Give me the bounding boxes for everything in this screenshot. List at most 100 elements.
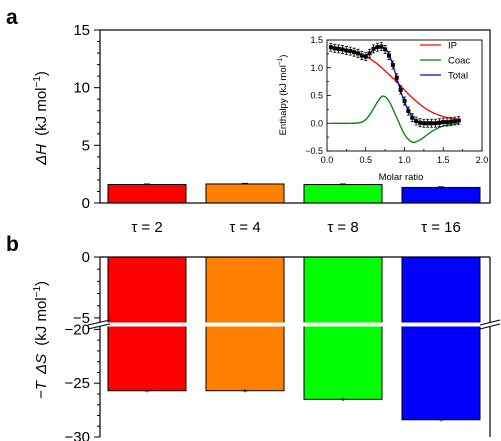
inset-xtick-label: 0.5 — [359, 155, 372, 165]
panel-b-errorbar-3 — [340, 397, 346, 401]
inset-legend-label-total: Total — [448, 71, 468, 82]
panel-b-bar-4 — [401, 256, 481, 421]
panel-b-frame — [99, 256, 491, 437]
inset-point — [332, 46, 337, 51]
panel-b-ylabel-close: ) — [33, 281, 50, 286]
axis-break-right-lower — [479, 323, 501, 330]
panel-b-ylabel-exp: −1 — [32, 286, 43, 298]
inset-ylabel-text: Enthalpy (kJ mol — [278, 65, 289, 135]
inset-point — [410, 115, 415, 120]
panel-b-ylabel-units: (kJ mol — [33, 297, 50, 345]
panel-b-ylabel-symbol: ΔS — [33, 354, 50, 375]
panel-b-ylabel-prefix: −T — [33, 379, 50, 399]
inset-point — [387, 53, 391, 58]
inset-ytick-label: 0.5 — [310, 91, 323, 101]
inset-point — [441, 120, 446, 125]
inset-ylabel-exp: −1 — [277, 57, 284, 65]
axis-break-right-upper — [479, 319, 501, 326]
panel-b-ytick-label: −30 — [65, 429, 90, 441]
tau-label-1: τ = 2 — [131, 219, 162, 236]
inset-ytick-label: 1.0 — [310, 63, 323, 73]
inset-data-points — [328, 42, 461, 128]
inset-point — [437, 120, 442, 125]
panel-b-plot: 0 −5−20 −25 −30 −T ΔS (kJ mol−1) — [32, 249, 501, 441]
panel-b-label: b — [6, 233, 19, 256]
panel-a-bar-4 — [401, 186, 481, 204]
inset-point — [340, 47, 345, 52]
panel-b-ylabel: −T ΔS (kJ mol−1) — [32, 281, 50, 399]
inset-point — [421, 121, 426, 126]
inset-point — [449, 119, 453, 124]
panel-b-ytick-label: −25 — [65, 375, 90, 392]
inset-ytick-label: 0.0 — [310, 118, 323, 128]
panel-a-ylabel-close: ) — [33, 71, 50, 76]
panel-a-tau-labels: τ = 2 τ = 4 τ = 8 τ = 16 — [131, 219, 461, 236]
panel-b-ytick-label: −5 — [73, 310, 90, 327]
inset-point — [348, 49, 353, 54]
panel-b-yticks — [94, 256, 100, 438]
inset-point — [371, 46, 376, 51]
inset-point — [336, 46, 341, 51]
inset-point — [379, 44, 384, 49]
inset-frame — [326, 39, 483, 152]
inset-point — [390, 62, 395, 67]
panel-b-errorbar-2 — [242, 389, 248, 393]
inset-point — [328, 45, 333, 50]
inset-legend-label-ip: IP — [448, 41, 457, 52]
panel-b-errorbars — [144, 389, 444, 422]
inset-point — [363, 54, 368, 59]
inset-ylabel: Enthalpy (kJ mol−1) — [277, 55, 289, 136]
panel-b-axis-break-band — [88, 322, 501, 327]
inset-point — [429, 121, 434, 126]
inset-point — [383, 47, 388, 52]
panel-a-ylabel-symbol: ΔH — [33, 144, 50, 166]
inset-chart: −0.50.00.51.01.5 0.0 0.5 1.0 1.5 2.0 Molar r… — [277, 34, 488, 183]
panel-b-ytick-label: −20 — [65, 321, 90, 338]
inset-point — [344, 48, 349, 53]
inset-point — [414, 119, 419, 124]
panel-a-bar-3 — [303, 184, 383, 204]
inset-line-coac — [330, 95, 459, 144]
inset-point — [452, 119, 457, 124]
panel-a-bar-1 — [107, 184, 187, 204]
inset-legend-label-coac: Coac — [448, 56, 470, 67]
tau-label-3: τ = 8 — [327, 219, 358, 236]
panel-b-axis-break-marks — [87, 319, 501, 330]
panel-a-ytick-label: 5 — [82, 137, 90, 154]
inset-background — [318, 34, 482, 151]
inset-legend: IP Coac Total — [420, 41, 470, 82]
inset-xtick-label: 0.0 — [321, 155, 334, 165]
panel-a-bars — [107, 183, 481, 204]
inset-xtick-label: 1.0 — [398, 155, 411, 165]
panel-a-ytick-label: 10 — [73, 80, 90, 97]
inset-point — [406, 109, 411, 114]
panel-a-ylabel-exp: −1 — [32, 76, 43, 88]
inset-point — [375, 45, 380, 50]
panel-a-ylabel: ΔH (kJ mol−1) — [32, 71, 50, 166]
inset-xtick-labels: 0.0 0.5 1.0 1.5 2.0 — [321, 155, 489, 165]
inset-point — [367, 51, 372, 56]
inset-point — [445, 120, 450, 125]
panel-b-errorbar-4 — [438, 418, 444, 422]
inset-point — [359, 53, 364, 58]
panel-a-yticks — [94, 29, 100, 204]
inset-point — [352, 50, 357, 55]
inset-point — [402, 99, 407, 104]
panel-a-errorbar-3 — [340, 183, 346, 186]
tau-label-2: τ = 4 — [229, 219, 260, 236]
inset-xtick-label: 2.0 — [476, 155, 489, 165]
panel-b-bars — [107, 256, 481, 421]
inset-xtick-label: 1.5 — [437, 155, 450, 165]
panel-a-errorbars — [144, 182, 444, 189]
inset-point — [356, 51, 360, 56]
panel-b-ytick-label: 0 — [82, 249, 90, 266]
axis-break-left-lower — [87, 323, 111, 330]
panel-a-ytick-label: 15 — [73, 22, 90, 39]
inset-point — [398, 87, 403, 92]
panel-a-ylabel-units: (kJ mol — [33, 87, 50, 135]
inset-point — [425, 121, 430, 126]
inset-point — [433, 121, 438, 126]
tau-label-4: τ = 16 — [421, 219, 461, 236]
